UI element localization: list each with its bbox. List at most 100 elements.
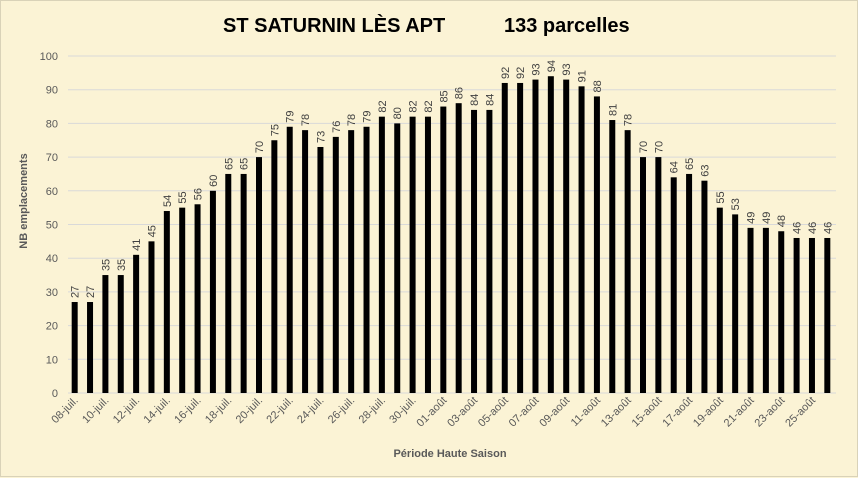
bar: [655, 157, 662, 393]
x-axis-title: Période Haute Saison: [393, 448, 506, 460]
y-tick-label: 30: [46, 287, 58, 299]
data-label: 93: [561, 63, 573, 75]
bar: [747, 227, 754, 393]
title-row: ST SATURNIN LÈS APT 133 parcelles: [1, 15, 858, 45]
y-tick-label: 70: [46, 152, 58, 164]
bar: [348, 130, 355, 393]
bar: [778, 231, 785, 393]
data-label: 70: [653, 141, 665, 153]
y-tick-label: 20: [46, 321, 58, 333]
data-label: 88: [592, 80, 604, 92]
chart-subtitle: 133 parcelles: [504, 15, 630, 37]
bar: [240, 173, 247, 393]
y-tick-label: 60: [46, 186, 58, 198]
bar: [302, 130, 309, 393]
data-label: 78: [300, 114, 312, 126]
data-label: 79: [285, 111, 297, 123]
bar: [87, 302, 94, 393]
data-label: 93: [530, 63, 542, 75]
data-label: 82: [408, 100, 420, 112]
bar: [686, 173, 693, 393]
x-tick-label: 01-août: [415, 395, 450, 430]
bar: [286, 126, 293, 394]
data-label: 49: [761, 212, 773, 224]
data-label: 80: [392, 107, 404, 119]
bar: [563, 79, 570, 393]
x-tick-label: 24-juil.: [295, 395, 326, 426]
y-tick-label: 90: [46, 85, 58, 97]
bar: [716, 207, 723, 393]
bar: [256, 157, 262, 393]
data-label: 65: [684, 158, 696, 170]
bar: [578, 86, 585, 393]
bar: [424, 116, 431, 393]
bar: [317, 146, 324, 393]
data-label: 84: [469, 94, 481, 106]
chart-title: ST SATURNIN LÈS APT: [223, 15, 446, 37]
bar: [194, 204, 201, 393]
bar: [808, 237, 815, 393]
bar: [701, 180, 708, 393]
data-label: 92: [515, 67, 527, 79]
bar: [670, 177, 677, 393]
x-tick-label: 18-juil.: [203, 395, 234, 426]
data-label: 27: [85, 286, 97, 298]
y-tick-label: 80: [46, 118, 58, 130]
bar: [593, 96, 600, 393]
x-tick-label: 28-juil.: [357, 395, 388, 426]
data-label: 41: [131, 239, 143, 251]
bar: [271, 140, 278, 393]
x-tick-label: 19-août: [691, 395, 726, 430]
x-tick-label: 22-juil.: [264, 395, 295, 426]
y-tick-label: 0: [52, 388, 58, 400]
data-label: 79: [362, 111, 374, 123]
data-label: 48: [776, 215, 788, 227]
data-label: 46: [807, 222, 819, 234]
bar: [394, 123, 401, 394]
bar: [163, 211, 170, 393]
bar: [71, 302, 78, 393]
data-label: 86: [454, 87, 466, 99]
bar: [455, 103, 462, 394]
y-axis-title: NB emplacements: [18, 153, 30, 248]
x-tick-label: 26-juil.: [326, 395, 357, 426]
data-label: 53: [730, 198, 742, 210]
x-tick-label: 03-août: [445, 395, 480, 430]
data-label: 94: [546, 60, 558, 72]
data-label: 73: [315, 131, 327, 143]
x-tick-label: 13-août: [599, 395, 634, 430]
bar: [517, 82, 524, 394]
data-label: 84: [484, 94, 496, 106]
data-label: 49: [746, 212, 758, 224]
bar: [624, 130, 631, 393]
bar: [378, 116, 385, 393]
bar: [133, 254, 140, 393]
x-tick-label: 14-juil.: [142, 395, 173, 426]
bar: [762, 227, 769, 393]
bar: [532, 79, 539, 393]
data-label: 46: [822, 222, 834, 234]
x-tick-label: 15-août: [630, 395, 665, 430]
data-label: 78: [346, 114, 358, 126]
x-tick-label: 05-août: [476, 395, 511, 430]
bar: [363, 126, 370, 394]
x-tick-label: 12-juil.: [111, 395, 142, 426]
bar: [471, 109, 478, 394]
data-label: 82: [423, 100, 435, 112]
bar: [547, 76, 554, 393]
data-label: 91: [577, 70, 589, 82]
data-label: 63: [699, 164, 711, 176]
data-label: 65: [223, 158, 235, 170]
data-label: 45: [146, 225, 158, 237]
x-tick-label: 16-juil.: [172, 395, 203, 426]
x-tick-label: 11-août: [569, 395, 603, 429]
data-label: 56: [193, 188, 205, 200]
data-label: 76: [331, 121, 343, 133]
y-tick-label: 40: [46, 253, 58, 265]
data-label: 64: [669, 161, 681, 173]
x-tick-label: 20-juil.: [234, 395, 265, 426]
bar: [732, 214, 739, 393]
data-label: 27: [70, 286, 82, 298]
bar: [148, 241, 155, 393]
data-label: 65: [239, 158, 251, 170]
